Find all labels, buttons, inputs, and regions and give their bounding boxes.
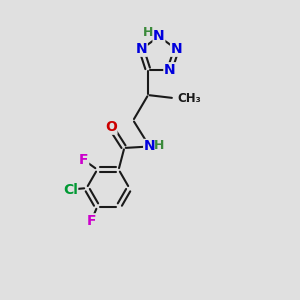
- Text: CH₃: CH₃: [178, 92, 202, 104]
- Text: Cl: Cl: [63, 183, 78, 196]
- Text: N: N: [144, 140, 155, 154]
- Text: F: F: [79, 153, 88, 167]
- Text: N: N: [171, 42, 182, 56]
- Text: N: N: [136, 42, 147, 56]
- Text: O: O: [105, 120, 117, 134]
- Text: H: H: [154, 139, 164, 152]
- Text: N: N: [153, 29, 165, 44]
- Text: H: H: [143, 26, 154, 39]
- Text: N: N: [164, 63, 176, 77]
- Text: F: F: [87, 214, 96, 228]
